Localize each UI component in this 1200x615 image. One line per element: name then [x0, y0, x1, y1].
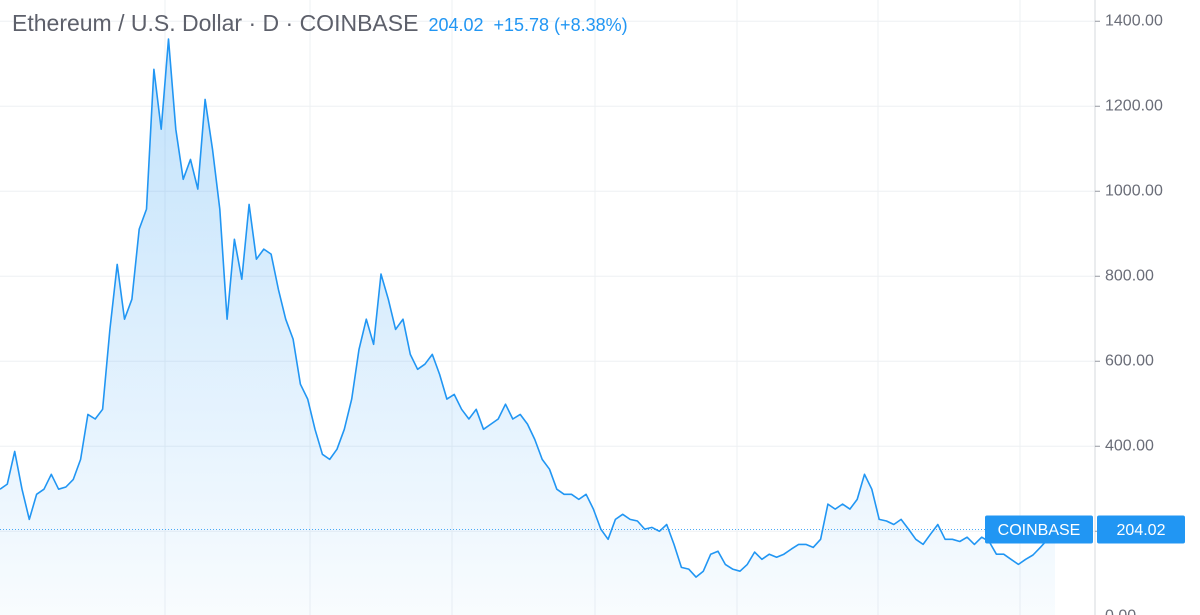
y-tick-label: 1200.00: [1105, 97, 1163, 114]
price-change: +15.78 (+8.38%): [493, 15, 628, 35]
chart-title: Ethereum / U.S. Dollar · D · COINBASE: [12, 10, 419, 36]
y-tick-label: 600.00: [1105, 352, 1154, 369]
plot: [0, 38, 1095, 615]
header: Ethereum / U.S. Dollar · D · COINBASE 20…: [12, 10, 628, 37]
last-price-axis-label: 204.02: [1117, 522, 1166, 539]
area-fill: [0, 39, 1055, 615]
last-price-axis-box: [1097, 515, 1185, 544]
last-price: 204.02: [428, 15, 484, 35]
y-tick-label: 800.00: [1105, 267, 1154, 284]
price-axis: 0.00200.00400.00600.00800.001000.001200.…: [985, 12, 1185, 615]
price-line: [0, 38, 1056, 578]
y-tick-label: 400.00: [1105, 437, 1154, 454]
vertical-grid: [164, 0, 1021, 615]
last-price-tag-label: COINBASE: [998, 522, 1081, 539]
y-tick-label: 1000.00: [1105, 182, 1163, 199]
last-price-tag: [985, 515, 1093, 544]
y-tick-label: 0.00: [1105, 607, 1136, 615]
y-tick-label: 1400.00: [1105, 12, 1163, 29]
